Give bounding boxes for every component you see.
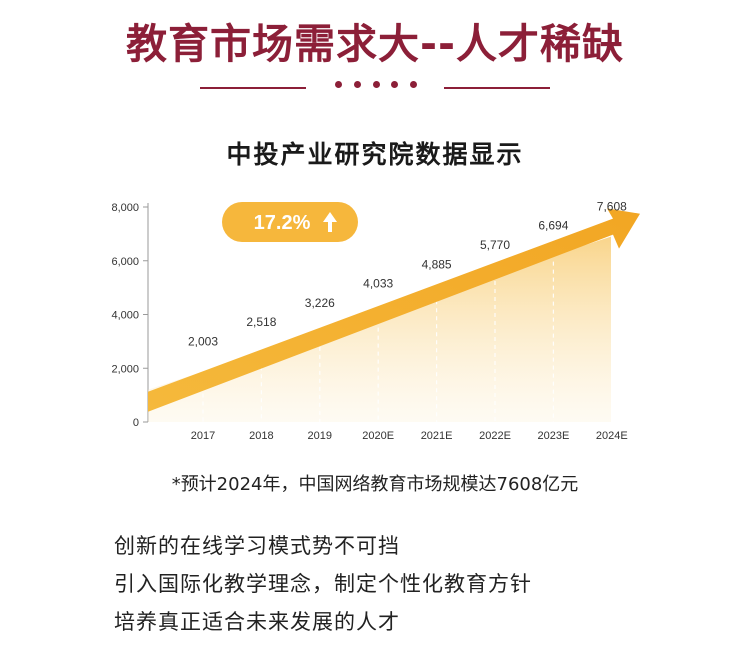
y-tick-label: 4,000 xyxy=(111,310,139,322)
divider-dot xyxy=(391,81,399,88)
x-tick-label: 2018 xyxy=(249,430,273,442)
x-tick-label: 2019 xyxy=(308,430,332,442)
bullet-item: 引入国际化教学理念，制定个性化教育方针 xyxy=(114,572,532,596)
divider-dot xyxy=(335,81,342,88)
data-label: 5,770 xyxy=(480,238,510,252)
x-tick-label: 2024E xyxy=(596,430,628,442)
x-tick-label: 2022E xyxy=(479,430,511,442)
divider-dot xyxy=(372,81,380,88)
page-title: 教育市场需求大--人才稀缺 xyxy=(125,20,625,68)
footnote: *预计2024年，中国网络教育市场规模达7608亿元 xyxy=(171,474,579,495)
title-divider-left xyxy=(200,87,306,89)
title-divider-right xyxy=(444,87,550,89)
y-tick-label: 2,000 xyxy=(111,363,139,375)
divider-dot xyxy=(353,81,361,88)
chart-title: 中投产业研究院数据显示 xyxy=(226,140,524,169)
growth-chart: 0 2,000 4,000 6,000 8,000 2017 2,003 2018 2,518… xyxy=(111,199,640,442)
x-tick-label: 2020E xyxy=(362,430,394,442)
data-label: 2,003 xyxy=(188,335,218,349)
up-arrow-icon xyxy=(323,212,337,232)
x-tick-label: 2023E xyxy=(537,430,569,442)
x-tick-label: 2017 xyxy=(191,430,215,442)
data-label: 2,518 xyxy=(246,315,276,329)
divider-dot xyxy=(410,81,417,88)
y-tick-label: 0 xyxy=(133,417,139,429)
y-tick-label: 6,000 xyxy=(111,256,139,268)
data-label: 4,885 xyxy=(422,257,452,271)
bullet-item: 培养真正适合未来发展的人才 xyxy=(114,610,400,634)
x-tick-label: 2021E xyxy=(421,430,453,442)
data-label: 6,694 xyxy=(538,219,568,233)
area-fill xyxy=(148,236,611,422)
bullet-list: 创新的在线学习模式势不可挡 引入国际化教学理念，制定个性化教育方针 培养真正适合… xyxy=(114,531,532,645)
y-tick-label: 8,000 xyxy=(111,202,139,214)
bullet-item: 创新的在线学习模式势不可挡 xyxy=(114,534,400,558)
growth-badge xyxy=(222,202,358,242)
title-dots xyxy=(335,81,417,88)
growth-arrow xyxy=(148,208,640,412)
data-label: 7,608 xyxy=(597,199,627,213)
growth-badge-label: 17.2% xyxy=(254,212,311,234)
data-label: 4,033 xyxy=(363,277,393,291)
data-label: 3,226 xyxy=(305,296,335,310)
